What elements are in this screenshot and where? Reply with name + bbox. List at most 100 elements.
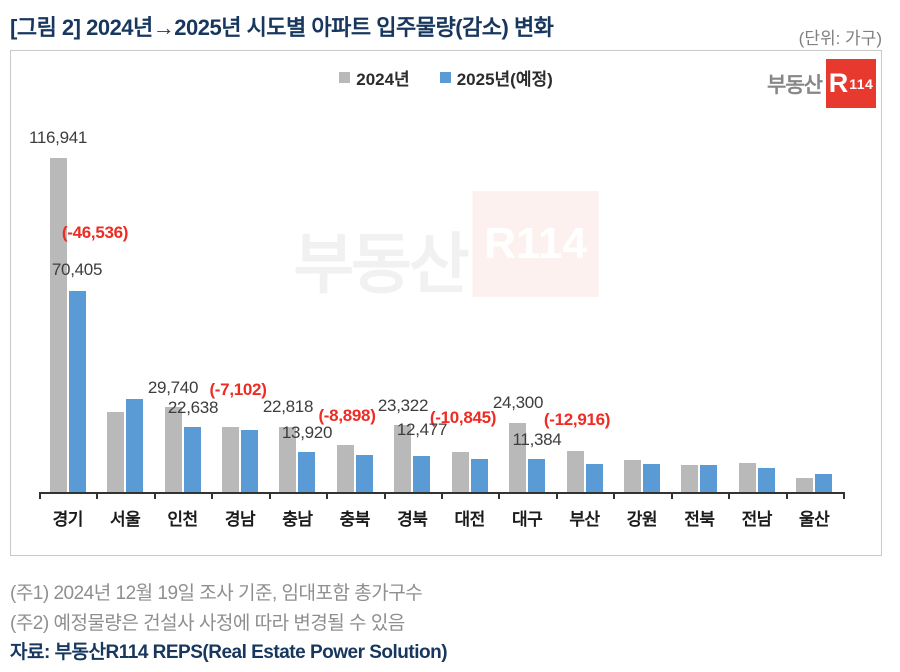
bar-2025 (585, 464, 603, 492)
axis-tick (96, 492, 99, 499)
diff-label: (-10,845) (429, 408, 497, 427)
category-label: 인천 (167, 510, 198, 529)
legend-label-2025: 2025년(예정) (456, 70, 553, 89)
bars (39, 158, 843, 492)
axis-tick (441, 492, 443, 499)
legend-swatch-2024-icon (339, 72, 351, 83)
value-label-2025: 13,920 (281, 423, 333, 442)
axis-tick (555, 492, 558, 499)
bar-2025 (528, 459, 546, 492)
axis-tick (211, 492, 214, 499)
legend-item-2025: 2025년(예정) (439, 65, 553, 90)
footnote-2: (주2) 예정물량은 건설사 사정에 따라 변경될 수 있음 (10, 613, 405, 634)
value-label-2024: 116,941 (28, 128, 88, 147)
unit-note: (단위: 가구) (798, 29, 882, 48)
category-label: 충북 (339, 510, 371, 529)
bar-group (211, 158, 268, 492)
bar-2025 (642, 464, 660, 492)
axis-tick (785, 492, 788, 499)
plot: 경기 서울 인천 경남 충남 충북 경북 대전 대구 부산 강원 전북 전남 울산 116,941 (-46… (11, 51, 881, 555)
bar-group (39, 158, 96, 492)
axis-tick (843, 492, 845, 499)
logo-prefix-text: 부동산 (767, 73, 823, 97)
axis-tick (383, 492, 386, 499)
category-label: 울산 (799, 510, 830, 529)
category-label: 경남 (224, 510, 256, 529)
category-label: 대구 (511, 510, 543, 529)
axis-tick (268, 492, 271, 499)
bar-2024 (623, 460, 641, 492)
r114-logo: 부동산 R 114 (767, 59, 876, 108)
category-label: 강원 (626, 510, 658, 529)
value-label-2025: 70,405 (51, 260, 103, 279)
value-label-2024: 22,818 (262, 397, 314, 416)
category-label: 대전 (454, 510, 486, 529)
bar-group (154, 158, 211, 492)
footnote-1: (주1) 2024년 12월 19일 조사 기준, 임대포함 총가구수 (10, 583, 423, 604)
bar-2024 (509, 423, 527, 492)
bar-2025 (470, 459, 488, 492)
bar-2025 (68, 291, 86, 492)
category-labels: 경기 서울 인천 경남 충남 충북 경북 대전 대구 부산 강원 전북 전남 울산 (39, 505, 843, 530)
bar-group (326, 158, 383, 492)
r114-logo-icon: R 114 (826, 59, 876, 108)
bar-group (441, 158, 498, 492)
category-label: 경북 (397, 510, 428, 529)
bar-group (613, 158, 670, 492)
category-label: 부산 (569, 510, 600, 529)
figure-title: [그림 2] 2024년→2025년 시도별 아파트 입주물량(감소) 변화 (10, 15, 554, 40)
bar-2024 (738, 463, 756, 492)
x-axis (39, 492, 845, 500)
bar-2024 (49, 158, 67, 492)
bar-2024 (681, 465, 699, 492)
bar-2025 (126, 399, 144, 492)
legend-label-2024: 2024년 (356, 70, 410, 89)
category-label: 서울 (109, 510, 141, 529)
bar-2024 (221, 427, 239, 492)
value-label-2024: 23,322 (377, 396, 429, 415)
category-label: 전북 (684, 510, 715, 529)
diff-label: (-7,102) (209, 380, 267, 399)
diff-label: (-46,536) (61, 223, 129, 242)
bar-2024 (107, 412, 125, 492)
bar-2025 (355, 455, 373, 492)
bar-2025 (757, 468, 775, 492)
bar-2025 (240, 430, 258, 492)
bar-2024 (451, 452, 469, 492)
axis-tick (498, 492, 501, 499)
legend: 2024년 2025년(예정) (11, 65, 881, 90)
bar-group (498, 158, 555, 492)
bar-group (785, 158, 842, 492)
bar-group (556, 158, 613, 492)
bar-2024 (279, 427, 297, 492)
bar-group (728, 158, 785, 492)
bar-group (671, 158, 728, 492)
category-label: 충남 (282, 510, 313, 529)
value-label-2024: 29,740 (147, 378, 199, 397)
legend-item-2024: 2024년 (339, 65, 410, 90)
bar-2025 (700, 465, 718, 492)
source-line: 자료: 부동산R114 REPS(Real Estate Power Solut… (10, 642, 448, 663)
diff-label: (-8,898) (318, 406, 376, 425)
value-label-2025: 22,638 (167, 398, 219, 417)
bar-2024 (394, 425, 412, 492)
axis-tick (153, 492, 156, 499)
bar-2024 (164, 407, 182, 492)
category-label: 전남 (741, 510, 773, 529)
axis-tick (39, 492, 41, 499)
bar-2024 (336, 445, 354, 492)
legend-swatch-2025-icon (439, 72, 451, 83)
axis-tick (670, 492, 673, 499)
axis-tick (613, 492, 616, 499)
bar-2024 (796, 478, 814, 492)
bar-2025 (815, 474, 833, 492)
bar-2024 (566, 451, 584, 492)
axis-tick (326, 492, 329, 499)
bar-group (269, 158, 326, 492)
value-label-2025: 11,384 (512, 430, 562, 449)
axis-tick (728, 492, 731, 499)
value-label-2024: 24,300 (492, 393, 544, 412)
bar-group (384, 158, 441, 492)
diff-label: (-12,916) (543, 410, 611, 429)
